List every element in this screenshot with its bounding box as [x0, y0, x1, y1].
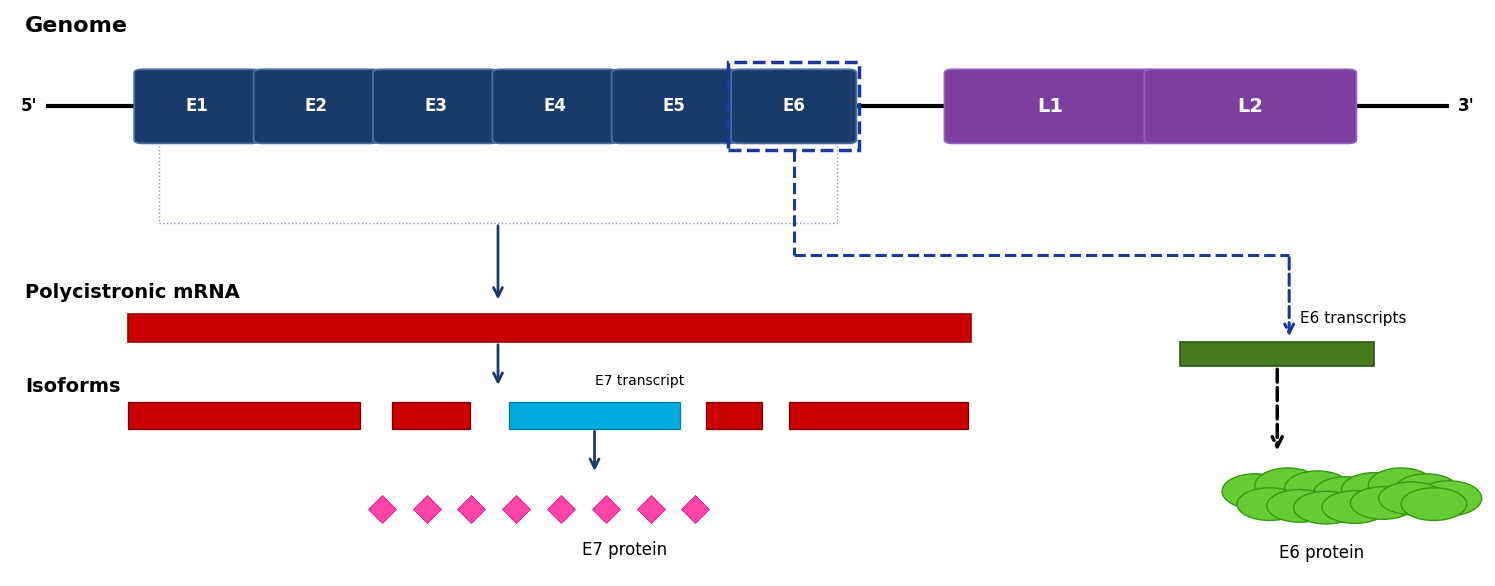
Text: E6: E6	[782, 97, 806, 115]
Text: E7 protein: E7 protein	[582, 541, 667, 558]
Ellipse shape	[1401, 488, 1467, 520]
Text: Polycistronic mRNA: Polycistronic mRNA	[25, 284, 241, 302]
FancyBboxPatch shape	[945, 69, 1156, 144]
Bar	[129, 314, 972, 342]
FancyBboxPatch shape	[135, 69, 260, 144]
Ellipse shape	[1393, 474, 1459, 509]
Ellipse shape	[1254, 468, 1320, 503]
Ellipse shape	[1341, 473, 1407, 507]
FancyBboxPatch shape	[492, 69, 617, 144]
FancyBboxPatch shape	[372, 69, 498, 144]
Bar	[706, 403, 762, 428]
Text: E2: E2	[305, 97, 327, 115]
Ellipse shape	[1416, 481, 1482, 516]
Text: E6 transcripts: E6 transcripts	[1299, 311, 1407, 326]
Text: E5: E5	[662, 97, 686, 115]
FancyBboxPatch shape	[611, 69, 737, 144]
Text: E6 protein: E6 protein	[1280, 544, 1365, 561]
Bar	[1180, 342, 1374, 366]
Ellipse shape	[1284, 471, 1350, 506]
Text: Genome: Genome	[25, 16, 129, 36]
Ellipse shape	[1378, 482, 1444, 515]
Text: L2: L2	[1238, 97, 1263, 116]
Bar	[728, 62, 860, 151]
FancyBboxPatch shape	[1145, 69, 1356, 144]
Text: E3: E3	[425, 97, 447, 115]
Text: E1: E1	[185, 97, 208, 115]
FancyBboxPatch shape	[731, 69, 857, 144]
Ellipse shape	[1322, 490, 1387, 523]
Bar	[392, 403, 469, 428]
Text: 5': 5'	[21, 97, 37, 115]
Ellipse shape	[1221, 474, 1287, 509]
Bar	[789, 403, 969, 428]
Ellipse shape	[1266, 489, 1332, 522]
Text: 3': 3'	[1458, 97, 1474, 115]
FancyBboxPatch shape	[254, 69, 378, 144]
Ellipse shape	[1368, 468, 1434, 503]
Ellipse shape	[1313, 477, 1378, 512]
Text: E4: E4	[544, 97, 567, 115]
Bar	[129, 403, 359, 428]
Bar	[508, 403, 680, 428]
Ellipse shape	[1293, 491, 1359, 524]
Text: L1: L1	[1038, 97, 1063, 116]
Ellipse shape	[1350, 486, 1416, 519]
Text: E7 transcript: E7 transcript	[595, 374, 683, 388]
Text: Isoforms: Isoforms	[25, 377, 121, 396]
Ellipse shape	[1236, 488, 1302, 520]
